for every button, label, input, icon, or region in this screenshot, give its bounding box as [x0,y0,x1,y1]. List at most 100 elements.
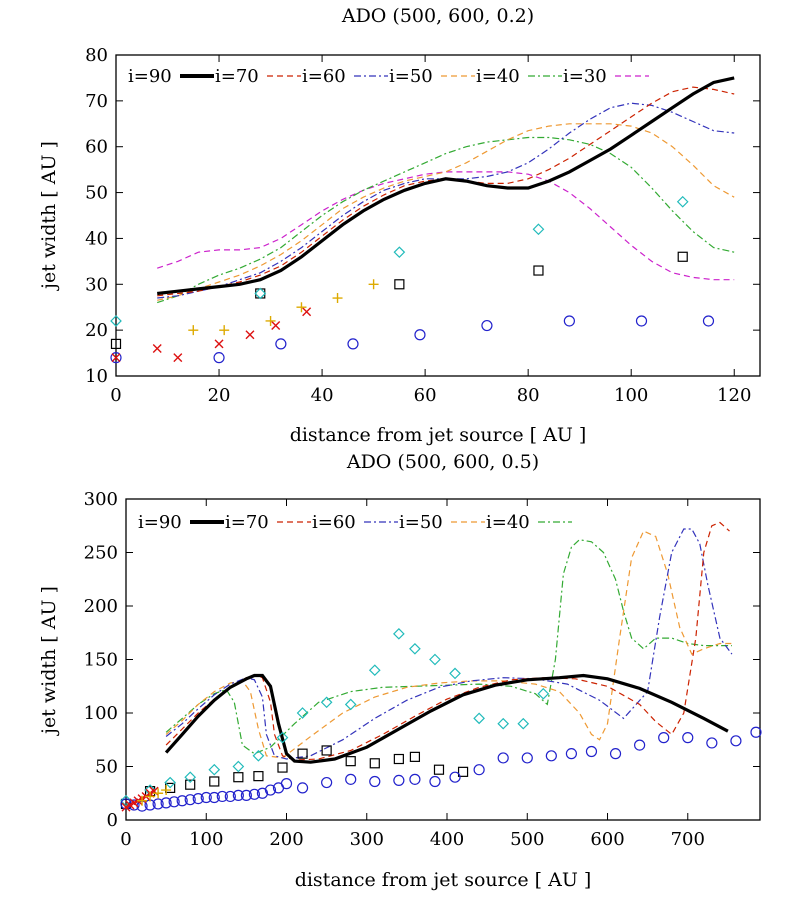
marker-circles [429,775,441,788]
marker-pluses [153,788,164,799]
series-line-i-90 [164,673,729,764]
marker-diamonds [344,698,357,711]
marker-diamonds [296,707,309,719]
marker-circles [296,782,309,794]
series-line-i-50 [157,123,735,301]
y-tick-label: 30 [85,274,108,295]
series-line-i-70 [165,521,730,761]
x-tick-label: 20 [208,385,231,406]
marker-pluses [219,325,230,336]
marker-circles [393,774,405,787]
marker-circles [682,732,694,744]
marker-diamonds [120,794,132,807]
marker-diamonds [184,771,197,784]
legend-label: i=90 [138,512,182,533]
marker-diamonds [517,717,530,730]
y-tick-label: 200 [84,596,118,617]
marker-circles [702,315,715,327]
marker-pluses [137,795,148,806]
marker-circles [521,752,533,764]
marker-pluses [296,302,307,313]
marker-diamonds [532,223,545,236]
marker-diamonds [473,712,485,725]
marker-diamonds [393,246,406,259]
legend-label: i=70 [225,512,269,533]
chart-top: ADO (500, 600, 0.2) 0 20 40 60 80 100 120 10 20 3… [38,5,761,446]
x-tick-label: 500 [510,829,544,850]
legend-label: i=40 [476,66,520,87]
legend-label: i=50 [399,512,443,533]
chart-bottom-xlabel: distance from jet source [ AU ] [295,869,592,891]
marker-squares [369,758,380,769]
x-tick-label: 100 [614,385,648,406]
x-tick-label: 700 [671,829,705,850]
marker-diamonds [208,763,221,776]
marker-diamonds [409,642,421,655]
marker-circles [168,796,180,808]
marker-diamonds [676,195,689,208]
marker-squares [457,766,469,777]
y-tick-label: 50 [95,757,118,778]
marker-circles [565,748,578,760]
x-tick-label: 600 [590,829,624,850]
chart-top-legend: i=90 i=70 i=60 i=50 i=40 i=30 [128,66,649,87]
chart-bottom-ticks: 0 100 200 300 400 500 600 700 0 50 100 150 200 250 300 [84,489,760,850]
marker-circles [369,775,381,788]
marker-crosses [245,330,255,340]
marker-squares [677,251,688,262]
marker-circles [232,789,244,801]
marker-circles [200,791,212,804]
chart-top-plot-frame [115,54,761,377]
marker-diamonds [110,315,122,327]
marker-squares [209,776,220,787]
legend-label: i=70 [215,66,259,87]
marker-squares [393,753,404,765]
y-tick-label: 50 [85,183,108,204]
marker-diamonds [429,653,441,666]
y-tick-label: 10 [85,366,108,387]
chart-top-markers [110,195,715,364]
marker-circles [216,790,228,803]
x-tick-label: 80 [517,385,540,406]
marker-circles [280,778,293,790]
marker-diamonds [537,687,550,700]
marker-squares [185,779,196,790]
marker-pluses [145,791,156,802]
marker-circles [110,352,122,364]
marker-diamonds [320,696,333,709]
legend-label: i=90 [128,66,172,87]
y-tick-label: 70 [85,91,108,112]
legend-label: i=30 [563,66,607,87]
marker-circles [481,319,493,332]
marker-circles [248,788,261,800]
chart-top-title: ADO (500, 600, 0.2) [341,5,534,27]
marker-crosses [173,353,183,363]
marker-squares [277,762,288,773]
marker-circles [160,797,172,809]
chart-top-series [157,76,735,304]
marker-squares [394,279,405,290]
marker-pluses [332,293,343,304]
chart-top-ticks: 0 20 40 60 80 100 120 10 20 30 40 50 60 70 80 [85,45,760,406]
marker-circles [192,792,204,805]
marker-circles [213,352,225,364]
legend-label: i=60 [302,66,346,87]
x-tick-label: 60 [414,385,437,406]
x-tick-label: 100 [189,829,223,850]
y-tick-label: 150 [84,650,118,671]
marker-diamonds [254,287,267,300]
marker-squares [255,288,266,299]
marker-squares [345,756,356,767]
marker-crosses [152,343,162,353]
marker-circles [240,789,252,801]
chart-bottom-markers [120,627,762,812]
y-tick-label: 100 [84,703,118,724]
series-line-i-60 [165,528,733,760]
marker-circles [635,315,648,327]
legend-label: i=50 [389,66,433,87]
marker-squares [253,771,264,782]
x-tick-label: 0 [120,829,131,850]
legend-label: i=60 [312,512,356,533]
marker-circles [658,732,670,744]
marker-circles [449,771,461,783]
